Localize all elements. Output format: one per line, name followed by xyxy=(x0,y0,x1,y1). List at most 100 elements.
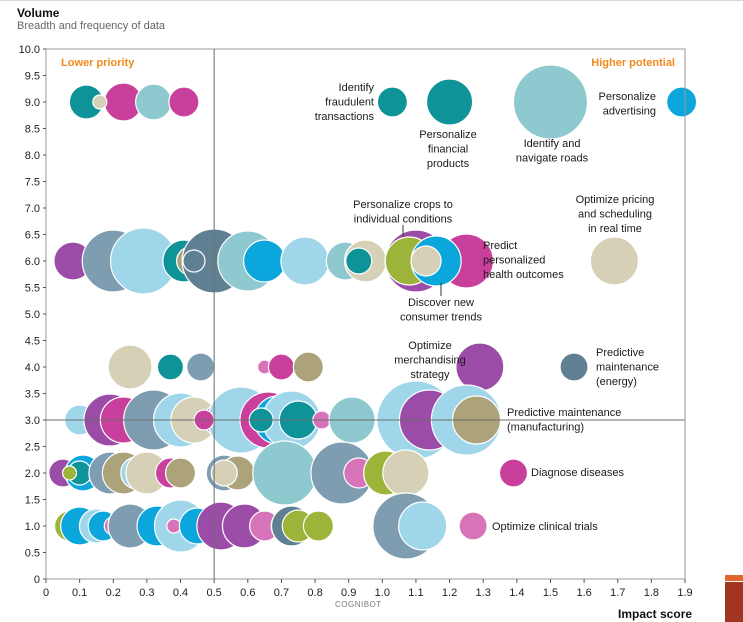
annotation-line: Discover new xyxy=(408,297,474,309)
annotation-label: Personalize financial products xyxy=(419,129,476,170)
y-tick-label: 4.5 xyxy=(25,336,40,348)
annotation-line: (manufacturing) xyxy=(507,422,584,434)
x-tick-label: 0.5 xyxy=(207,587,222,599)
annotation-line: consumer trends xyxy=(400,312,482,324)
annotation-line: personalized xyxy=(483,255,545,267)
annotation-line: in real time xyxy=(588,223,642,235)
bubble xyxy=(292,351,324,383)
annotation-line: Predictive maintenance xyxy=(507,407,621,419)
bubble xyxy=(107,344,153,390)
annotation-line: merchandising xyxy=(394,355,466,367)
x-tick-label: 1.1 xyxy=(408,587,423,599)
bubble xyxy=(210,459,238,487)
bubble xyxy=(376,86,409,118)
y-tick-label: 3.5 xyxy=(25,389,40,401)
bubble xyxy=(425,78,474,126)
annotation-line: fraudulent xyxy=(325,97,374,109)
bubble xyxy=(135,83,173,121)
annotation-label: Discover new consumer trends xyxy=(400,297,482,324)
bubble xyxy=(458,511,488,541)
bubble xyxy=(589,236,639,286)
annotation-line: Optimize clinical trials xyxy=(492,521,598,533)
annotation-line: Personalize xyxy=(419,129,476,141)
bubble xyxy=(666,86,698,118)
x-tick-label: 0.3 xyxy=(139,587,154,599)
annotation-line: products xyxy=(427,158,470,170)
y-tick-label: 4.0 xyxy=(25,362,40,374)
bubble xyxy=(267,353,296,381)
y-tick-label: 5.5 xyxy=(25,283,40,295)
x-tick-label: 0.4 xyxy=(173,587,188,599)
bubble xyxy=(61,465,78,481)
annotation-line: strategy xyxy=(410,369,450,381)
x-tick-label: 0.1 xyxy=(72,587,87,599)
bubble xyxy=(186,352,216,382)
x-tick-label: 1.2 xyxy=(442,587,457,599)
annotation-line: (energy) xyxy=(596,376,637,388)
quadrant-label-right: Higher potential xyxy=(591,57,675,69)
y-tick-label: 7.0 xyxy=(25,203,40,215)
x-tick-label: 1.8 xyxy=(644,587,659,599)
bubble xyxy=(168,86,200,118)
annotation-line: advertising xyxy=(603,106,656,118)
bubble xyxy=(92,94,108,110)
y-tick-label: 0.5 xyxy=(25,548,40,560)
bubble xyxy=(559,352,589,382)
annotation-line: Personalize xyxy=(599,91,656,103)
y-tick-label: 5.0 xyxy=(25,309,40,321)
annotation-line: individual conditions xyxy=(354,214,453,226)
annotation-label: Optimize merchandising strategy xyxy=(394,340,466,381)
bubble xyxy=(156,353,185,381)
y-tick-label: 0 xyxy=(34,574,40,586)
bubble xyxy=(345,247,373,275)
annotation-label: Identify fraudulent transactions xyxy=(315,82,375,123)
annotation-line: maintenance xyxy=(596,362,659,374)
annotation-line: transactions xyxy=(315,111,375,123)
annotation-label: Predictive maintenance (energy) xyxy=(596,347,659,388)
bubble xyxy=(164,457,197,489)
annotation-line: Predict xyxy=(483,240,517,252)
bubble xyxy=(398,501,448,551)
annotation-label: Identify and navigate roads xyxy=(516,138,589,165)
annotation-label: Optimize clinical trials xyxy=(492,521,598,533)
x-tick-label: 1.7 xyxy=(610,587,625,599)
bubble xyxy=(243,239,287,283)
annotation-layer: Identify fraudulent transactions Personaliz… xyxy=(315,82,659,533)
y-tick-label: 9.5 xyxy=(25,71,40,83)
chart-subtitle: Breadth and frequency of data xyxy=(17,20,165,32)
x-axis-label: Impact score xyxy=(618,607,693,621)
bubble xyxy=(166,518,182,534)
annotation-label: Diagnose diseases xyxy=(531,467,624,479)
annotation-line: Identify xyxy=(339,82,375,94)
x-tick-label: 1.4 xyxy=(509,587,524,599)
bubble xyxy=(252,440,318,506)
x-tick-label: 0.7 xyxy=(274,587,289,599)
watermark: COGNIBOT xyxy=(335,600,382,609)
x-tick-label: 0.9 xyxy=(341,587,356,599)
annotation-label: Optimize pricing and scheduling in real ti… xyxy=(576,194,655,235)
y-tick-label: 7.5 xyxy=(25,177,40,189)
bubble xyxy=(498,458,529,488)
annotation-line: Identify and xyxy=(524,138,581,150)
annotation-line: health outcomes xyxy=(483,269,564,281)
annotation-label: Predictive maintenance (manufacturing) xyxy=(507,407,621,434)
bubble xyxy=(382,449,430,497)
y-tick-label: 2.0 xyxy=(25,468,40,480)
bubble xyxy=(512,64,589,140)
x-tick-label: 1.3 xyxy=(476,587,491,599)
bubble xyxy=(280,236,330,286)
corner-accent xyxy=(725,582,743,622)
y-tick-label: 1.5 xyxy=(25,495,40,507)
y-tick-label: 8.0 xyxy=(25,150,40,162)
x-tick-label: 0.8 xyxy=(307,587,322,599)
x-tick-label: 0.2 xyxy=(106,587,121,599)
chart-title: Volume xyxy=(17,6,60,20)
y-tick-label: 6.5 xyxy=(25,230,40,242)
x-tick-label: 1.5 xyxy=(543,587,558,599)
bubble-layer xyxy=(48,64,698,560)
y-tick-label: 2.5 xyxy=(25,442,40,454)
x-tick-label: 0 xyxy=(43,587,49,599)
axes-layer: 0 0.5 1.0 1.5 2.0 2.5 3.0 3.5 4.0 4.5 5.0 5.5 6.0 6.5… xyxy=(19,44,693,599)
bubble xyxy=(410,245,442,277)
